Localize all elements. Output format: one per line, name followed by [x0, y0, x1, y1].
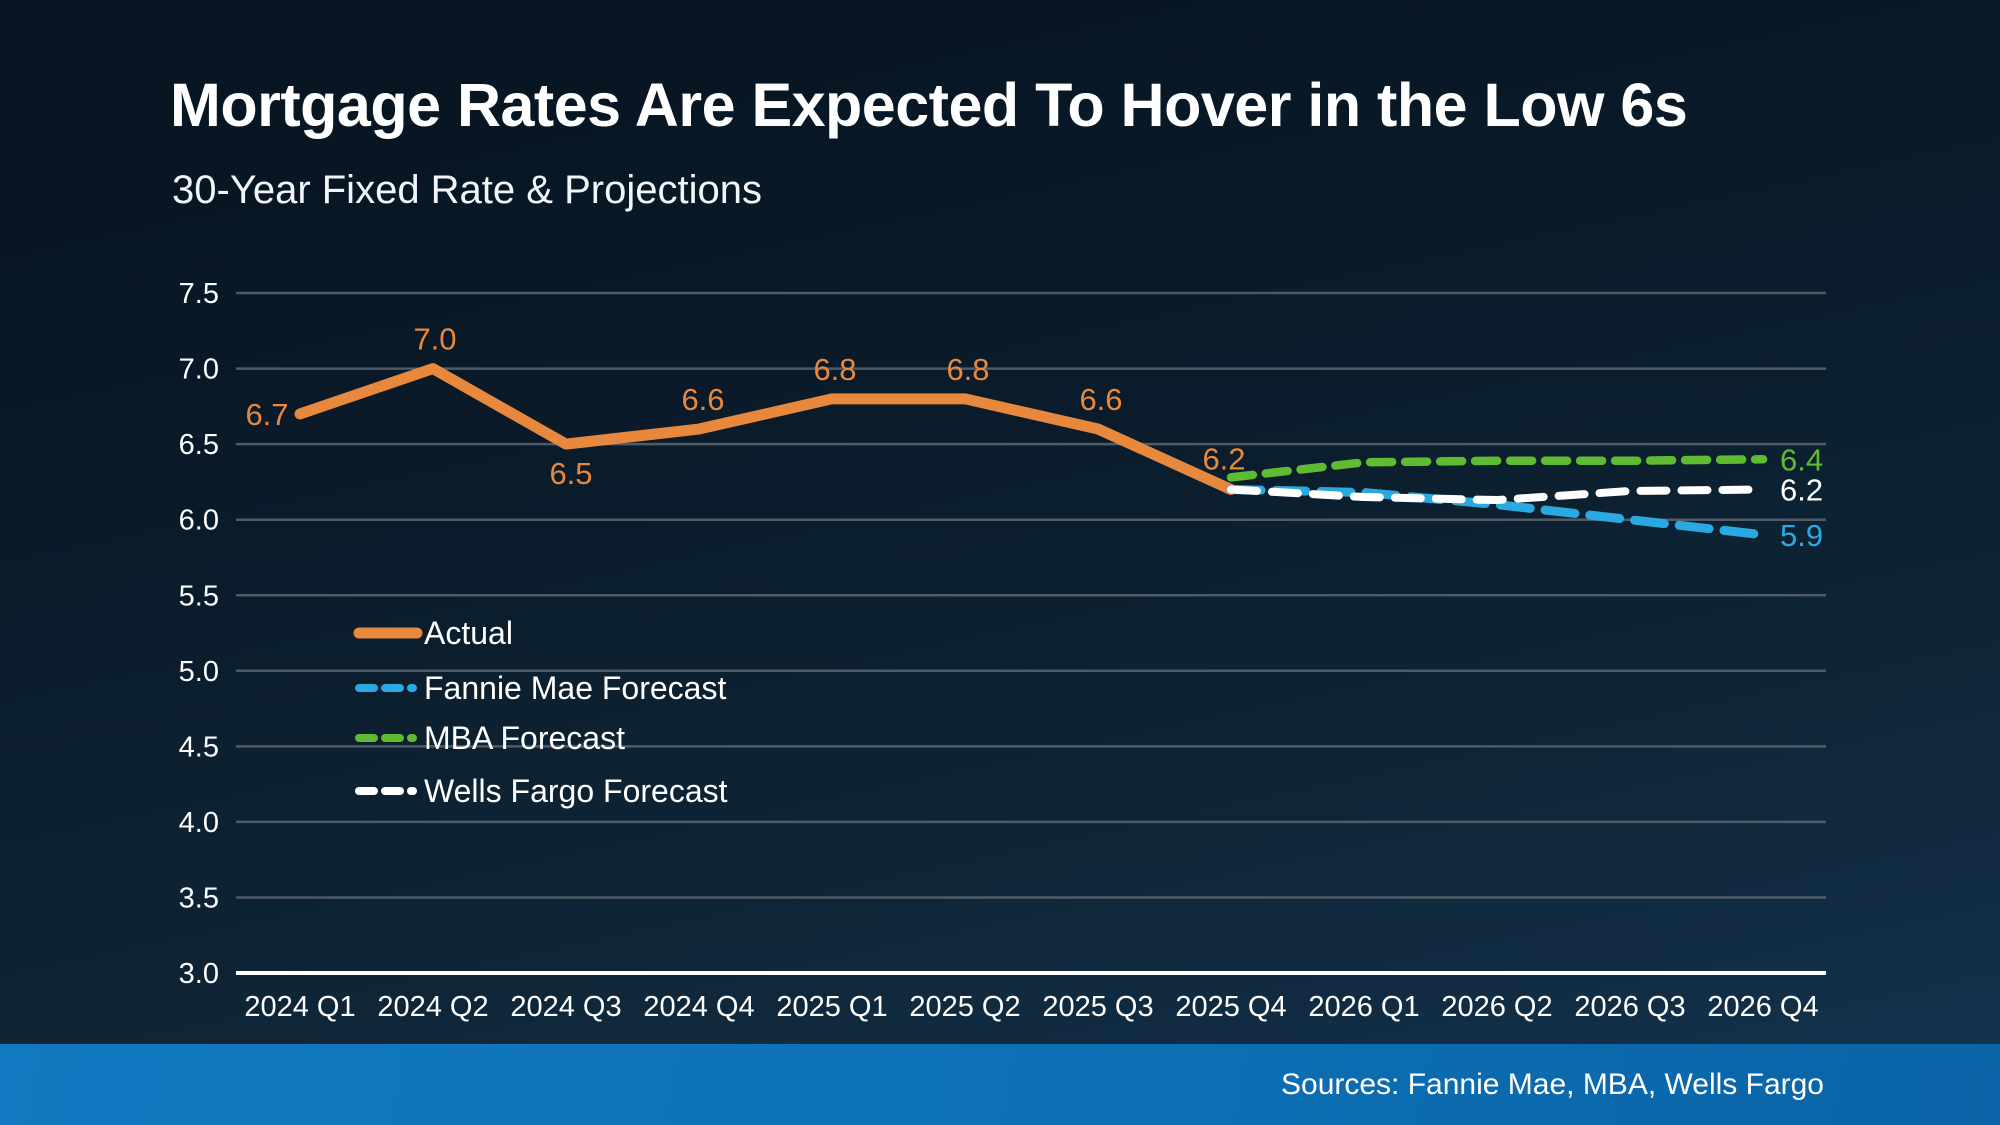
y-tick-label: 3.5 — [179, 882, 219, 914]
data-label-actual: 6.6 — [681, 382, 724, 417]
end-label-fannie-mae-forecast: 5.9 — [1780, 518, 1823, 553]
y-tick-label: 7.0 — [179, 354, 219, 386]
legend-label-wells-fargo-forecast: Wells Fargo Forecast — [424, 773, 728, 809]
x-tick-label: 2025 Q2 — [909, 991, 1020, 1023]
end-label-wells-fargo-forecast: 6.2 — [1780, 472, 1823, 507]
y-tick-label: 7.5 — [179, 278, 219, 310]
data-label-actual: 7.0 — [413, 322, 456, 357]
legend-label-actual: Actual — [424, 615, 513, 651]
series-line-actual — [294, 363, 1237, 495]
x-tick-label: 2026 Q4 — [1707, 991, 1818, 1023]
legend-label-mba-forecast: MBA Forecast — [424, 720, 625, 756]
data-label-actual: 6.5 — [549, 456, 592, 491]
x-tick-label: 2024 Q3 — [510, 991, 621, 1023]
y-tick-label: 6.0 — [179, 505, 219, 537]
x-tick-label: 2024 Q1 — [244, 991, 355, 1023]
y-tick-label: 3.0 — [179, 958, 219, 990]
x-tick-label: 2026 Q3 — [1574, 991, 1685, 1023]
x-tick-label: 2024 Q4 — [643, 991, 754, 1023]
x-tick-label: 2025 Q1 — [776, 991, 887, 1023]
data-label-actual: 6.2 — [1202, 441, 1245, 476]
footer-bar: Sources: Fannie Mae, MBA, Wells Fargo — [0, 1044, 2000, 1125]
x-tick-label: 2024 Q2 — [377, 991, 488, 1023]
legend-label-fannie-mae-forecast: Fannie Mae Forecast — [424, 670, 726, 706]
x-tick-label: 2025 Q4 — [1175, 991, 1286, 1023]
series-line-wells-fargo-forecast — [1227, 485, 1767, 505]
y-tick-label: 5.0 — [179, 656, 219, 688]
page-subtitle: 30-Year Fixed Rate & Projections — [172, 168, 762, 212]
x-tick-label: 2026 Q1 — [1308, 991, 1419, 1023]
data-label-actual: 6.8 — [813, 352, 856, 387]
page-title: Mortgage Rates Are Expected To Hover in … — [170, 71, 1688, 139]
y-tick-label: 4.0 — [179, 807, 219, 839]
y-tick-label: 5.5 — [179, 580, 219, 612]
end-label-mba-forecast: 6.4 — [1780, 442, 1823, 477]
y-tick-label: 6.5 — [179, 429, 219, 461]
series-line-mba-forecast — [1226, 455, 1768, 482]
x-tick-label: 2026 Q2 — [1441, 991, 1552, 1023]
x-tick-label: 2025 Q3 — [1042, 991, 1153, 1023]
data-label-actual: 6.8 — [946, 352, 989, 387]
data-label-actual: 6.6 — [1079, 382, 1122, 417]
source-note: Sources: Fannie Mae, MBA, Wells Fargo — [1281, 1068, 1824, 1101]
data-label-actual: 6.7 — [245, 397, 288, 432]
y-tick-label: 4.5 — [179, 731, 219, 763]
